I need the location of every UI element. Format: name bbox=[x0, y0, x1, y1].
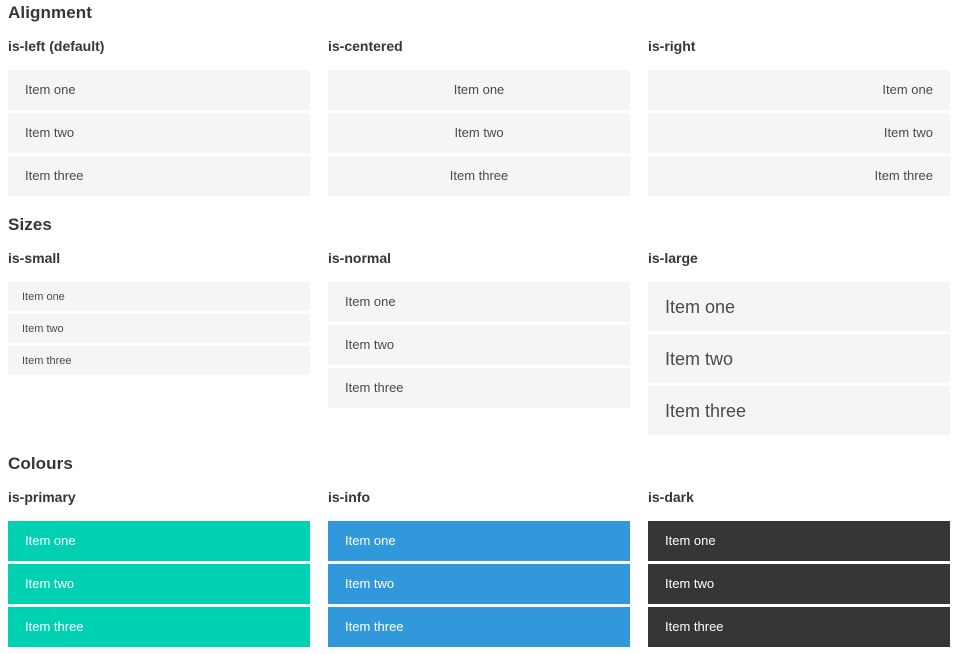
sizes-section: Sizes is-small Item one Item two Item th… bbox=[8, 216, 950, 438]
list-item[interactable]: Item three bbox=[8, 346, 310, 375]
list-is-normal: Item one Item two Item three bbox=[328, 282, 630, 408]
list-item[interactable]: Item three bbox=[8, 156, 310, 196]
list-is-small: Item one Item two Item three bbox=[8, 282, 310, 375]
list-item[interactable]: Item three bbox=[328, 368, 630, 408]
group-heading-is-right: is-right bbox=[648, 38, 696, 54]
column-is-info: is-info Item one Item two Item three bbox=[328, 490, 630, 650]
column-is-dark: is-dark Item one Item two Item three bbox=[648, 490, 950, 650]
column-is-primary: is-primary Item one Item two Item three bbox=[8, 490, 310, 650]
group-heading-is-small: is-small bbox=[8, 250, 61, 266]
section-title-colours: Colours bbox=[8, 454, 73, 473]
list-item[interactable]: Item three bbox=[8, 607, 310, 647]
list-item[interactable]: Item two bbox=[8, 113, 310, 153]
list-item[interactable]: Item one bbox=[328, 282, 630, 322]
alignment-section: Alignment is-left (default) Item one Ite… bbox=[8, 4, 950, 199]
colours-section: Colours is-primary Item one Item two Ite… bbox=[8, 455, 950, 650]
list-is-centered: Item one Item two Item three bbox=[328, 70, 630, 196]
group-heading-is-large: is-large bbox=[648, 250, 698, 266]
list-item[interactable]: Item three bbox=[328, 607, 630, 647]
list-item[interactable]: Item two bbox=[328, 564, 630, 604]
list-item[interactable]: Item two bbox=[648, 564, 950, 604]
list-item[interactable]: Item one bbox=[8, 521, 310, 561]
alignment-columns: is-left (default) Item one Item two Item… bbox=[8, 39, 950, 199]
list-item[interactable]: Item three bbox=[648, 607, 950, 647]
column-is-right: is-right Item one Item two Item three bbox=[648, 39, 950, 199]
column-is-left: is-left (default) Item one Item two Item… bbox=[8, 39, 310, 199]
list-item[interactable]: Item one bbox=[8, 282, 310, 311]
list-item[interactable]: Item one bbox=[328, 521, 630, 561]
sizes-columns: is-small Item one Item two Item three is… bbox=[8, 251, 950, 438]
group-heading-is-primary: is-primary bbox=[8, 489, 76, 505]
list-is-info: Item one Item two Item three bbox=[328, 521, 630, 647]
list-item[interactable]: Item two bbox=[328, 325, 630, 365]
list-is-primary: Item one Item two Item three bbox=[8, 521, 310, 647]
colours-columns: is-primary Item one Item two Item three … bbox=[8, 490, 950, 650]
list-is-right: Item one Item two Item three bbox=[648, 70, 950, 196]
group-heading-is-centered: is-centered bbox=[328, 38, 403, 54]
list-item[interactable]: Item two bbox=[8, 564, 310, 604]
list-is-dark: Item one Item two Item three bbox=[648, 521, 950, 647]
group-heading-is-normal: is-normal bbox=[328, 250, 392, 266]
list-is-large: Item one Item two Item three bbox=[648, 282, 950, 435]
list-item[interactable]: Item three bbox=[648, 386, 950, 435]
group-heading-is-left-default: is-left (default) bbox=[8, 38, 105, 54]
list-item[interactable]: Item one bbox=[648, 521, 950, 561]
column-is-centered: is-centered Item one Item two Item three bbox=[328, 39, 630, 199]
list-is-left: Item one Item two Item three bbox=[8, 70, 310, 196]
group-heading-is-info: is-info bbox=[328, 489, 370, 505]
section-title-sizes: Sizes bbox=[8, 215, 52, 234]
column-is-normal: is-normal Item one Item two Item three bbox=[328, 251, 630, 438]
section-title-alignment: Alignment bbox=[8, 3, 93, 22]
list-item[interactable]: Item three bbox=[328, 156, 630, 196]
list-item[interactable]: Item one bbox=[648, 70, 950, 110]
list-item[interactable]: Item one bbox=[8, 70, 310, 110]
list-item[interactable]: Item three bbox=[648, 156, 950, 196]
list-item[interactable]: Item two bbox=[8, 314, 310, 343]
list-item[interactable]: Item one bbox=[648, 282, 950, 331]
column-is-large: is-large Item one Item two Item three bbox=[648, 251, 950, 438]
list-item[interactable]: Item two bbox=[648, 334, 950, 383]
list-item[interactable]: Item two bbox=[648, 113, 950, 153]
column-is-small: is-small Item one Item two Item three bbox=[8, 251, 310, 438]
group-heading-is-dark: is-dark bbox=[648, 489, 694, 505]
list-item[interactable]: Item one bbox=[328, 70, 630, 110]
list-item[interactable]: Item two bbox=[328, 113, 630, 153]
